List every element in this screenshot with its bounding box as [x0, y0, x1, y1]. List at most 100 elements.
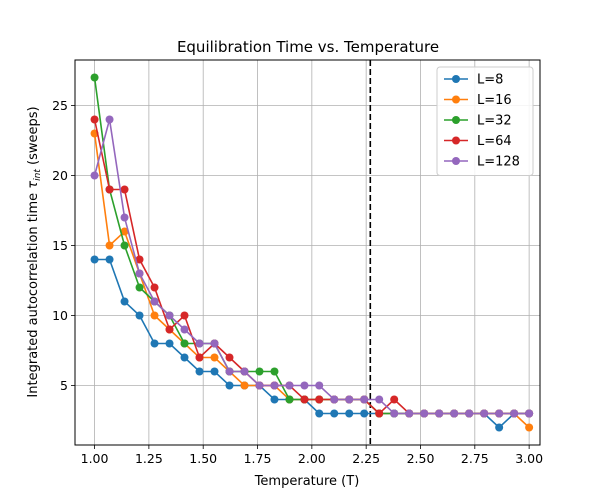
data-point: [240, 381, 249, 390]
y-axis-label-subscript: int: [33, 169, 43, 181]
x-tick-label: 2.75: [461, 451, 489, 466]
legend-swatch-marker: [452, 157, 460, 165]
legend-item: L=32: [444, 114, 512, 129]
data-point: [495, 423, 504, 432]
data-point: [300, 381, 309, 390]
data-point: [180, 339, 189, 348]
data-point: [315, 409, 324, 418]
data-point: [375, 395, 384, 404]
data-point: [315, 381, 324, 390]
x-tick-label: 1.25: [135, 451, 163, 466]
data-point: [180, 353, 189, 362]
data-point: [450, 409, 459, 418]
data-point: [225, 353, 234, 362]
data-point: [240, 367, 249, 376]
data-point: [285, 381, 294, 390]
legend-label: L=128: [477, 155, 520, 170]
data-point: [105, 241, 114, 250]
data-point: [255, 367, 264, 376]
data-point: [255, 381, 264, 390]
legend-swatch-marker: [452, 116, 460, 124]
data-point: [375, 409, 384, 418]
legend-item: L=128: [444, 155, 520, 170]
chart-title: Equilibration Time vs. Temperature: [177, 38, 439, 56]
data-point: [360, 395, 369, 404]
data-point: [270, 395, 279, 404]
y-tick-label: 15: [52, 238, 68, 253]
data-point: [465, 409, 474, 418]
data-point: [330, 409, 339, 418]
data-point: [90, 115, 99, 124]
legend-item: L=8: [444, 73, 503, 88]
x-tick-label: 2.00: [298, 451, 326, 466]
legend-swatch-marker: [452, 95, 460, 104]
data-point: [525, 423, 534, 432]
data-point: [210, 353, 219, 362]
data-point: [390, 395, 399, 404]
x-tick-label: 2.50: [407, 451, 435, 466]
legend-label: L=32: [477, 114, 512, 129]
data-point: [135, 269, 144, 278]
x-tick-label: 3.00: [515, 451, 543, 466]
y-axis-label: Integrated autocorrelation time τint (sw…: [26, 106, 43, 397]
legend-swatch-marker: [452, 75, 460, 83]
data-point: [210, 339, 219, 348]
data-point: [120, 213, 129, 222]
data-point: [180, 311, 189, 320]
data-point: [120, 297, 129, 306]
x-tick-label: 2.25: [352, 451, 380, 466]
data-point: [285, 395, 294, 404]
data-point: [150, 297, 159, 306]
legend: L=8 L=16 L=32 L=64 L=128: [436, 66, 534, 176]
y-tick-label: 20: [52, 168, 68, 183]
data-point: [135, 255, 144, 264]
data-point: [510, 409, 519, 418]
data-point: [225, 381, 234, 390]
y-axis-label-prefix: Integrated autocorrelation time: [26, 189, 41, 398]
x-axis-label: Temperature (T): [254, 474, 360, 489]
data-point: [90, 73, 99, 82]
data-point: [150, 339, 159, 348]
legend-item: L=16: [444, 93, 512, 108]
data-point: [195, 339, 204, 348]
data-point: [480, 409, 489, 418]
series-layer: [90, 73, 534, 432]
data-point: [330, 395, 339, 404]
data-point: [150, 283, 159, 292]
data-point: [120, 241, 129, 250]
legend-item: L=64: [444, 134, 512, 149]
data-point: [390, 409, 399, 418]
y-axis-label-suffix: (sweeps): [26, 106, 41, 169]
data-point: [420, 409, 429, 418]
data-point: [90, 171, 99, 180]
data-point: [525, 409, 534, 418]
data-point: [345, 409, 354, 418]
data-point: [90, 255, 99, 264]
legend-box: [436, 66, 534, 176]
data-point: [120, 185, 129, 194]
y-tick-label: 5: [60, 378, 68, 393]
data-point: [270, 381, 279, 390]
data-point: [105, 185, 114, 194]
y-tick-label: 25: [52, 98, 68, 113]
data-point: [315, 395, 324, 404]
data-point: [165, 325, 174, 334]
data-point: [135, 283, 144, 292]
data-point: [495, 409, 504, 418]
data-point: [165, 339, 174, 348]
x-tick-label: 1.00: [81, 451, 109, 466]
legend-swatch-marker: [452, 136, 460, 145]
plot-frame: [74, 59, 541, 446]
data-point: [105, 255, 114, 264]
y-axis-ticks: 5 10 15 20 25: [52, 98, 75, 393]
data-point: [210, 367, 219, 376]
data-point: [105, 115, 114, 124]
legend-label: L=64: [477, 134, 512, 149]
data-point: [195, 353, 204, 362]
data-point: [360, 409, 369, 418]
x-tick-label: 1.50: [189, 451, 217, 466]
data-point: [225, 367, 234, 376]
series-5: [90, 115, 534, 418]
y-axis-label-symbol: τ: [26, 181, 41, 189]
